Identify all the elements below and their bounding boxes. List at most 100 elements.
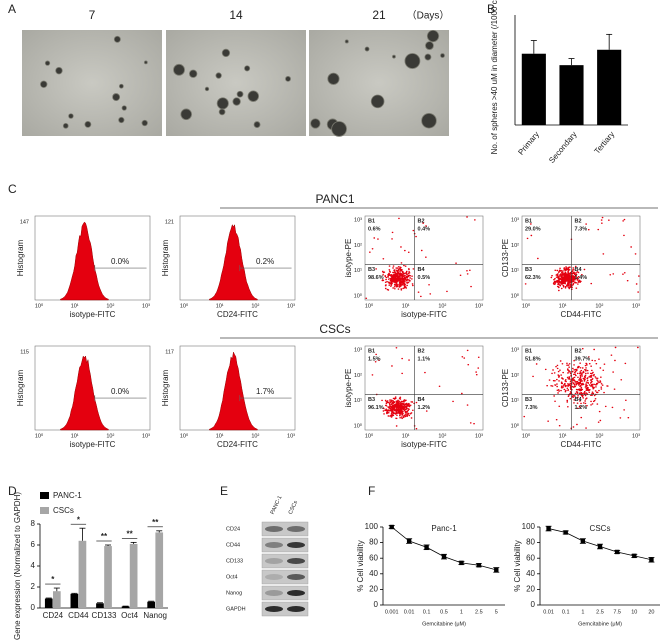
bar xyxy=(96,603,104,608)
panel-label: E xyxy=(220,484,228,498)
x-tick-label: 5 xyxy=(495,609,498,615)
x-axis-label: isotype-FITC xyxy=(401,440,447,449)
quadrant-name: B4 xyxy=(418,397,426,403)
x-tick-label: CD24 xyxy=(43,611,64,620)
y-axis-label: Histogram xyxy=(161,369,170,406)
legend-swatch xyxy=(40,507,49,514)
y-tick-label: 40 xyxy=(526,569,535,578)
log-tick: 10⁰ xyxy=(35,432,44,439)
blot-label: Nanog xyxy=(226,590,242,596)
quadrant-value: 1.2% xyxy=(418,405,431,411)
quadrant-value: 62.3% xyxy=(525,275,541,281)
y-tick-label: 0 xyxy=(374,600,379,609)
marker xyxy=(494,567,499,573)
gate-value: 0.2% xyxy=(256,257,274,266)
bar xyxy=(521,53,546,125)
sphere xyxy=(215,72,222,79)
gate-value: 0.0% xyxy=(111,387,129,396)
y-axis-label: CD133-PE xyxy=(501,239,510,277)
sphere xyxy=(331,121,347,137)
y-tick-label: 0 xyxy=(31,603,36,612)
quadrant-value: 0.4% xyxy=(418,226,431,232)
marker xyxy=(424,545,429,550)
x-tick-label: CD133 xyxy=(92,611,117,620)
sphere xyxy=(173,63,185,76)
panel-label: A xyxy=(8,2,16,16)
log-tick: 10² xyxy=(106,433,114,439)
histogram-peak xyxy=(60,355,109,431)
log-tick: 10⁰ xyxy=(180,302,189,309)
sphere xyxy=(218,108,226,116)
histogram-y-max: 117 xyxy=(165,349,174,355)
panel-label: B xyxy=(487,2,495,16)
sphere xyxy=(143,60,148,65)
blot-band xyxy=(287,574,305,580)
sphere xyxy=(68,113,74,119)
quadrant-name: B2 xyxy=(575,348,582,354)
bar xyxy=(129,543,138,608)
lane-label: CSCs xyxy=(288,500,300,516)
log-tick: 10² xyxy=(438,433,446,439)
y-axis-label: isotype-PE xyxy=(344,239,353,278)
y-tick-label: 20 xyxy=(526,585,535,594)
sphere xyxy=(370,94,385,109)
sphere xyxy=(440,53,445,58)
sphere xyxy=(425,41,434,50)
blot-strip xyxy=(261,553,309,569)
x-axis-label: CD44-FITC xyxy=(561,310,602,319)
quadrant-name: B4 xyxy=(575,397,583,403)
plot-frame xyxy=(521,345,641,431)
log-tick: 10⁰ xyxy=(354,422,363,429)
log-tick: 10¹ xyxy=(511,268,519,274)
histogram-y-max: 147 xyxy=(20,219,29,225)
sphere xyxy=(285,75,291,82)
section-title: CSCs xyxy=(319,322,350,336)
chart-title: Panc-1 xyxy=(431,524,457,533)
legend-label: CSCs xyxy=(53,506,74,515)
significance: * xyxy=(77,515,81,524)
x-tick-label: CD44 xyxy=(68,611,89,620)
sphere xyxy=(221,48,231,58)
blot-band xyxy=(265,574,283,580)
blot-band xyxy=(265,558,283,564)
log-tick: 10³ xyxy=(354,217,362,223)
log-tick: 10³ xyxy=(475,433,483,439)
quadrant-name: B4 xyxy=(418,267,426,273)
plot-frame xyxy=(364,345,484,431)
x-tick-label: 0.1 xyxy=(423,609,431,615)
log-tick: 10¹ xyxy=(511,398,519,404)
x-tick-label: 1 xyxy=(581,609,584,615)
blot-strip xyxy=(261,521,309,537)
panel-label: F xyxy=(368,484,375,498)
plot-frame xyxy=(364,215,484,301)
y-axis-label: Histogram xyxy=(16,239,25,276)
log-tick: 10² xyxy=(354,373,362,379)
log-tick: 10² xyxy=(251,433,259,439)
log-tick: 10¹ xyxy=(354,268,362,274)
marker xyxy=(546,526,551,531)
quadrant-name: B1 xyxy=(525,218,532,224)
sphere xyxy=(84,120,92,128)
log-tick: 10¹ xyxy=(402,433,410,439)
x-tick-label: 0.1 xyxy=(562,609,570,615)
lane-label: PANC-1 xyxy=(270,495,284,515)
y-axis-label: Gene expression (Normalized to GAPDH) xyxy=(13,492,22,640)
x-tick-label: 1 xyxy=(460,609,463,615)
log-tick: 10⁰ xyxy=(511,292,520,299)
blot-band xyxy=(287,606,305,612)
log-tick: 10³ xyxy=(632,303,640,309)
sphere xyxy=(232,97,241,106)
significance: * xyxy=(51,575,55,584)
sphere xyxy=(392,54,396,59)
sphere xyxy=(112,93,121,102)
y-tick-label: 8 xyxy=(31,519,36,528)
y-axis-label: % Cell viability xyxy=(356,540,365,592)
day-unit: （Days） xyxy=(407,10,450,22)
sphere xyxy=(424,53,432,61)
log-tick: 10⁰ xyxy=(522,432,531,439)
x-tick-label: 20 xyxy=(648,609,654,615)
log-tick: 10³ xyxy=(142,303,150,309)
x-axis-label: Gemcitabine (μM) xyxy=(578,621,622,627)
log-tick: 10³ xyxy=(511,347,519,353)
event-dots xyxy=(365,216,476,299)
